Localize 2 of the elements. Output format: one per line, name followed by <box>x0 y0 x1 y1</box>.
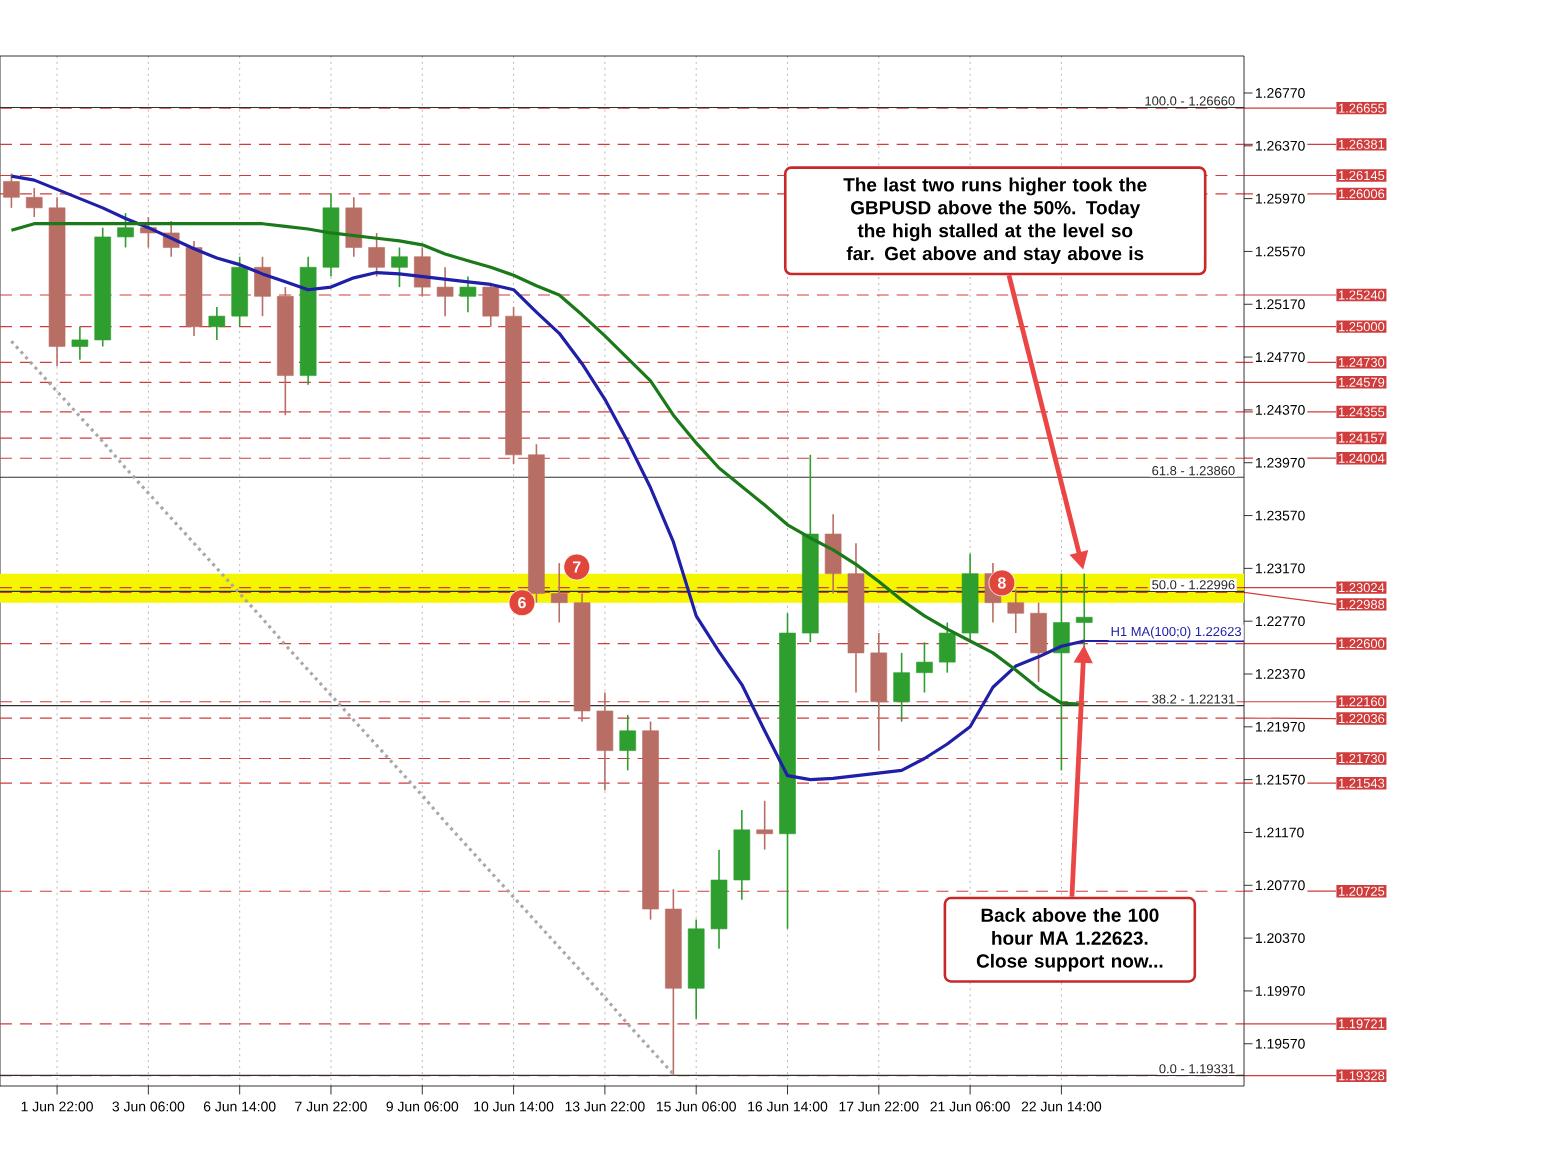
annotation: The last two runs higher took the GBPUSD above the 50%. Today the high stalled at the level so far. Get above and stay above is <box>843 177 1147 265</box>
annotation: Back above the 100 hour MA 1.22623. Close support now... <box>976 908 1163 972</box>
